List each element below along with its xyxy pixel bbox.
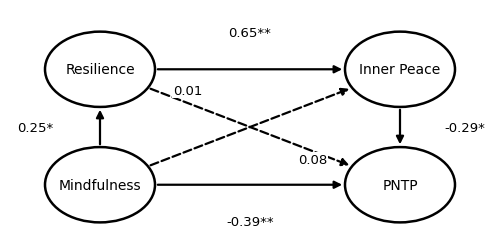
- Text: 0.25*: 0.25*: [17, 121, 53, 134]
- Ellipse shape: [45, 148, 155, 222]
- Text: 0.01: 0.01: [173, 85, 202, 98]
- Text: Mindfulness: Mindfulness: [58, 178, 142, 192]
- Text: Inner Peace: Inner Peace: [360, 63, 440, 77]
- Text: -0.39**: -0.39**: [226, 215, 274, 228]
- Ellipse shape: [345, 32, 455, 108]
- Text: -0.29*: -0.29*: [444, 121, 486, 134]
- Text: PNTP: PNTP: [382, 178, 418, 192]
- Ellipse shape: [345, 148, 455, 222]
- Ellipse shape: [45, 32, 155, 108]
- Text: 0.65**: 0.65**: [228, 27, 272, 40]
- Text: Resilience: Resilience: [65, 63, 135, 77]
- Text: 0.08: 0.08: [298, 154, 327, 166]
